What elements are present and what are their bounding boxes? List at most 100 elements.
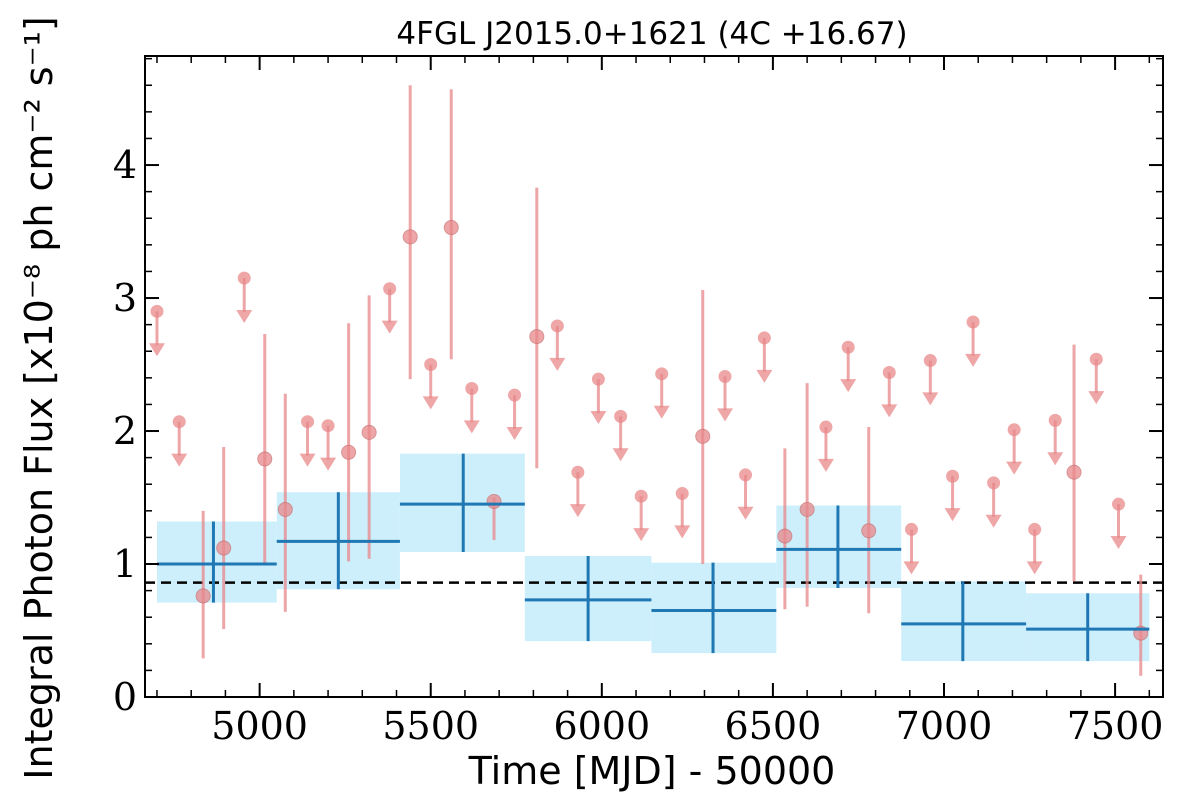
upper-limit-marker xyxy=(237,271,251,285)
x-tick-label: 7500 xyxy=(1067,704,1164,748)
upper-limit-3 xyxy=(299,415,316,467)
upper-limit-26 xyxy=(985,476,1002,528)
short-bin-point-1 xyxy=(216,446,232,630)
upper-limit-arrowhead xyxy=(1047,452,1064,466)
upper-limit-marker xyxy=(1089,352,1103,366)
short-bin-point-10 xyxy=(695,290,711,565)
upper-limit-marker xyxy=(946,469,960,483)
upper-limit-arrowhead xyxy=(1026,561,1043,575)
long-bin-point-1 xyxy=(276,492,400,590)
upper-limit-arrowhead xyxy=(463,420,480,434)
upper-limit-marker xyxy=(424,358,438,372)
plot-frame xyxy=(144,55,1164,698)
upper-limit-marker xyxy=(1048,413,1062,427)
upper-limit-29 xyxy=(1047,413,1064,466)
upper-limit-arrowhead xyxy=(737,506,754,520)
upper-limit-marker xyxy=(383,282,397,296)
short-bin-marker xyxy=(402,229,418,245)
y-tick-label: 3 xyxy=(113,276,137,320)
short-bin-marker xyxy=(1066,464,1082,480)
upper-limit-arrowhead xyxy=(985,514,1002,528)
upper-limit-2 xyxy=(236,271,253,323)
upper-limit-marker xyxy=(655,367,669,381)
upper-limit-arrowhead xyxy=(881,404,898,418)
upper-limit-marker xyxy=(614,409,628,423)
upper-limit-marker xyxy=(841,340,855,354)
upper-limit-21 xyxy=(881,366,898,418)
upper-limit-arrowhead xyxy=(236,309,253,323)
upper-limit-arrowhead xyxy=(612,448,629,462)
upper-limit-marker xyxy=(634,489,648,503)
short-bin-marker xyxy=(777,528,793,544)
upper-limit-arrowhead xyxy=(569,504,586,518)
short-bin-marker xyxy=(361,424,377,440)
axis-ticks: 5000 5500 6000 6500 7000 7500 0 1 2 3 4 xyxy=(113,56,1164,748)
upper-limit-17 xyxy=(737,468,754,520)
upper-limit-marker xyxy=(1007,423,1021,437)
short-bin-point-9 xyxy=(529,187,545,469)
short-bin-point-5 xyxy=(361,295,377,559)
upper-limit-25 xyxy=(965,315,982,367)
upper-limit-arrowhead xyxy=(965,353,982,367)
short-bin-point-13 xyxy=(861,427,877,614)
short-bin-marker xyxy=(341,444,357,460)
upper-limit-arrowhead xyxy=(381,320,398,334)
upper-limit-18 xyxy=(756,331,773,383)
short-bin-point-0 xyxy=(195,510,211,659)
upper-limit-13 xyxy=(633,489,650,542)
upper-limit-5 xyxy=(381,282,398,334)
upper-limit-arrowhead xyxy=(903,561,920,575)
upper-limit-arrowhead xyxy=(422,396,439,410)
short-bin-marker xyxy=(216,540,232,556)
upper-limit-30 xyxy=(1088,352,1105,405)
upper-limit-arrowhead xyxy=(756,369,773,383)
upper-limit-19 xyxy=(817,420,834,472)
upper-limit-28 xyxy=(1026,522,1043,575)
upper-limit-24 xyxy=(944,469,961,522)
upper-limit-marker xyxy=(675,487,689,501)
x-tick-label: 6500 xyxy=(725,704,822,748)
short-bin-point-4 xyxy=(341,323,357,562)
upper-limit-arrowhead xyxy=(817,458,834,472)
upper-limit-marker xyxy=(591,372,605,386)
upper-limit-27 xyxy=(1006,423,1023,475)
upper-limit-marker xyxy=(987,476,1001,490)
long-bin-point-2 xyxy=(399,453,525,553)
upper-limit-arrowhead xyxy=(549,357,566,371)
upper-limit-arrowhead xyxy=(1110,536,1127,550)
upper-limit-marker xyxy=(923,354,937,368)
upper-limit-arrowhead xyxy=(717,408,734,422)
upper-limit-10 xyxy=(569,465,586,518)
upper-limit-marker xyxy=(465,381,479,395)
upper-limit-arrowhead xyxy=(944,508,961,522)
upper-limit-marker xyxy=(819,420,833,434)
short-bin-marker xyxy=(799,501,815,517)
short-bin-marker xyxy=(695,428,711,444)
y-tick-label: 4 xyxy=(113,143,137,187)
upper-limit-14 xyxy=(653,367,670,419)
short-bin-point-14 xyxy=(1066,344,1082,582)
upper-limit-marker xyxy=(966,315,980,329)
upper-limit-arrowhead xyxy=(653,405,670,419)
upper-limit-arrowhead xyxy=(1088,391,1105,405)
y-tick-label: 2 xyxy=(113,409,137,453)
upper-limit-arrowhead xyxy=(171,453,188,467)
upper-limit-arrowhead xyxy=(506,427,523,441)
upper-limit-marker xyxy=(301,415,315,429)
upper-limit-22 xyxy=(903,522,920,575)
upper-limit-marker xyxy=(1112,497,1126,511)
upper-limit-8 xyxy=(506,388,523,441)
upper-limit-arrowhead xyxy=(320,457,337,471)
long-bin-band-0 xyxy=(156,521,277,603)
long-bin-point-4 xyxy=(651,562,777,654)
short-bin-point-6 xyxy=(402,85,418,380)
upper-limit-arrowhead xyxy=(633,528,650,542)
upper-limit-12 xyxy=(612,409,629,462)
upper-limit-0 xyxy=(148,304,165,357)
upper-limit-20 xyxy=(840,340,857,393)
short-bin-marker xyxy=(529,329,545,345)
upper-limit-9 xyxy=(549,319,566,371)
upper-limit-23 xyxy=(922,354,939,406)
upper-limit-marker xyxy=(150,304,164,318)
